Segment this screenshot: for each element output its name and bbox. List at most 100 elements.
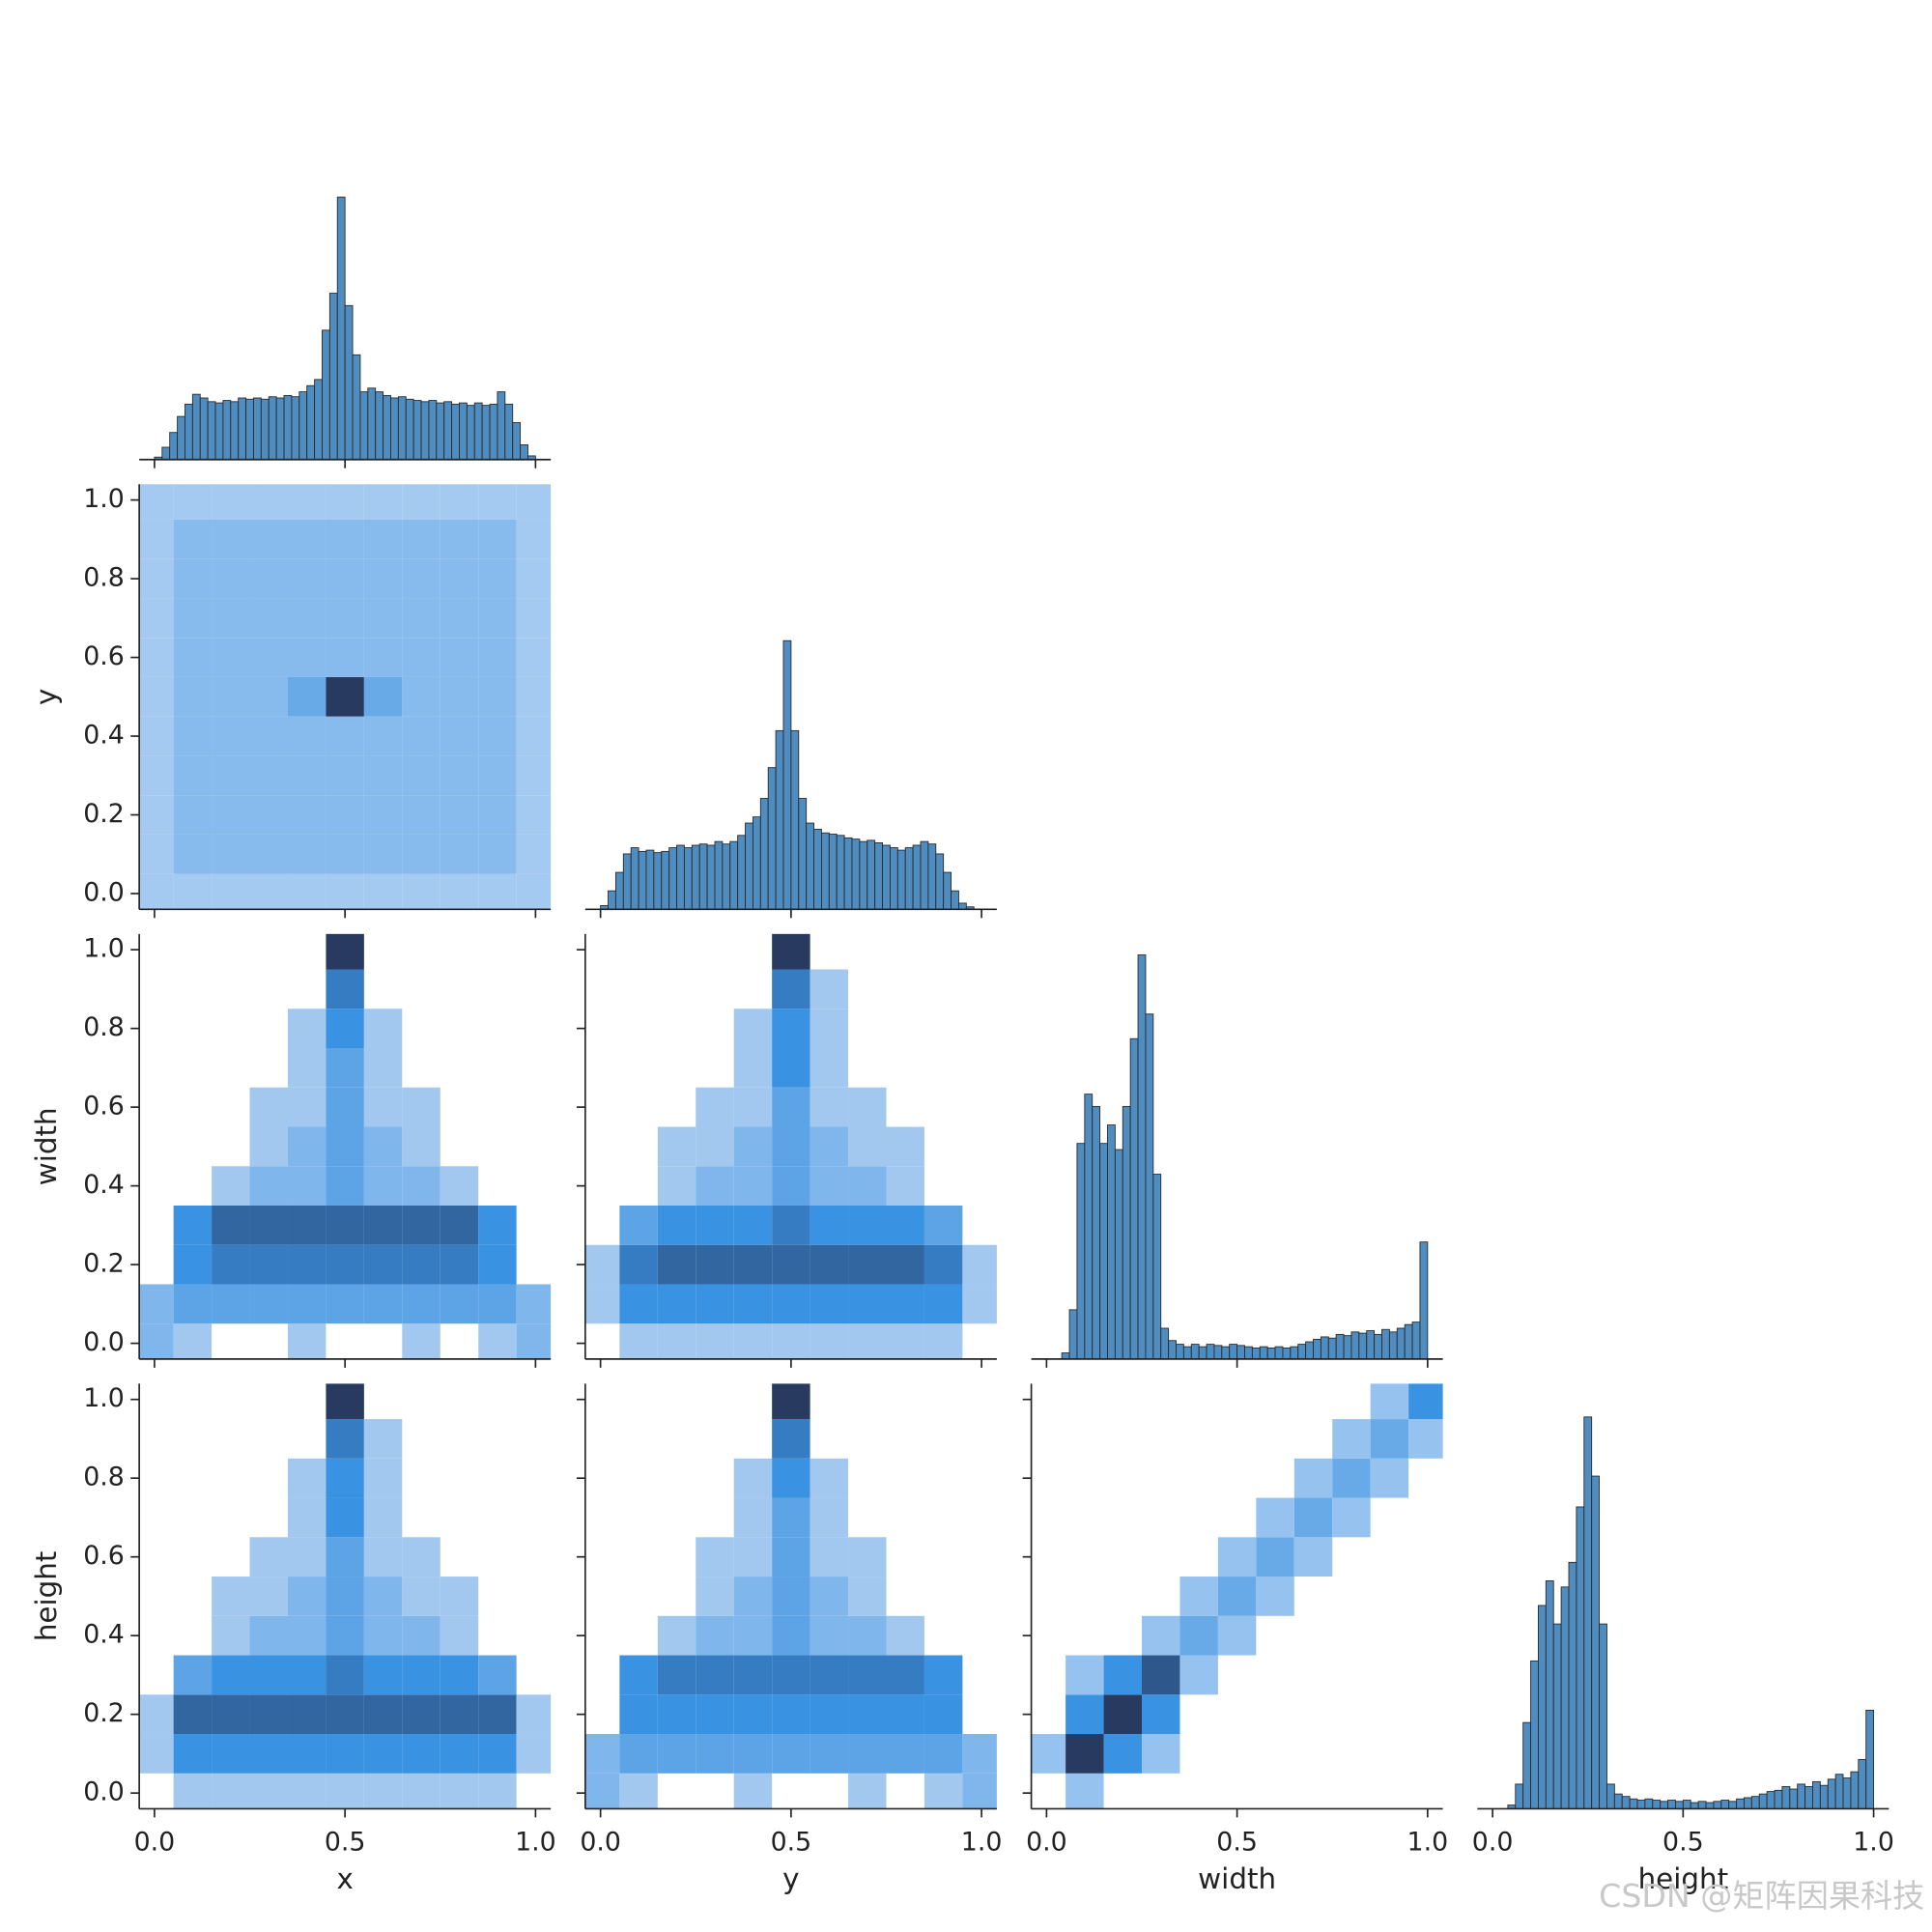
heat-cell [173, 676, 213, 717]
heat-cell [810, 1419, 848, 1459]
heat-cell [1142, 1774, 1179, 1809]
heat-cell [516, 1694, 552, 1735]
heat-cell [1371, 1537, 1408, 1577]
bar [161, 446, 171, 461]
heat-cell [886, 1205, 924, 1245]
heat-cell [363, 1577, 403, 1616]
heat-cell [249, 1694, 288, 1735]
heat-cell [772, 933, 810, 970]
heat-cell [733, 1537, 773, 1577]
heat-cell [173, 873, 213, 910]
heat-cell [326, 1047, 364, 1088]
heat-cell [478, 970, 516, 1009]
heat-cell [1141, 1655, 1180, 1695]
bar [390, 397, 399, 461]
heat-cell [619, 1734, 658, 1774]
heat-cell [363, 1244, 403, 1285]
heat-cell [287, 558, 327, 599]
heat-cell [440, 1048, 478, 1088]
heat-cell [924, 1088, 962, 1127]
bar [412, 400, 422, 461]
heat-cell [848, 1734, 887, 1774]
heat-cell [619, 970, 657, 1009]
bar [1374, 1333, 1382, 1360]
heat-cell [287, 1087, 327, 1127]
heat-cell [287, 598, 327, 639]
y-tick-label: 0.0 [83, 1777, 125, 1807]
heat-cell [326, 795, 364, 835]
heat-cell [1218, 1459, 1256, 1498]
heat-cell [517, 934, 552, 970]
heat-cell [886, 1009, 923, 1048]
y-tick-label: 0.8 [83, 563, 125, 593]
heat-cell [478, 1244, 517, 1285]
heat-cell [585, 1383, 620, 1419]
heat-cell [363, 1205, 403, 1245]
bar [352, 354, 361, 461]
heat-cell [658, 1048, 696, 1088]
heat-cell [810, 1009, 849, 1048]
heat-cell [402, 1419, 440, 1459]
bar [1515, 1783, 1524, 1809]
heat-cell [1370, 1383, 1409, 1420]
bar [268, 396, 277, 461]
heat-cell [440, 598, 479, 639]
heat-cell [1218, 1383, 1256, 1419]
heat-cell [249, 598, 288, 639]
heat-cell [1179, 1383, 1217, 1419]
heat-cell [1141, 1694, 1180, 1735]
bar [1320, 1336, 1329, 1360]
heat-cell [886, 1126, 924, 1167]
bar [1061, 1352, 1070, 1360]
heat-cell [772, 1458, 810, 1498]
heat-cell [1217, 1615, 1257, 1656]
y-tick-label: 1.0 [83, 484, 125, 514]
heat-cell [212, 795, 250, 835]
heat-cell [585, 1009, 620, 1048]
heat-cell [923, 1773, 963, 1809]
bar [851, 838, 861, 910]
bar [177, 415, 185, 461]
heat-cell [886, 1577, 923, 1616]
heat-cell [212, 484, 250, 520]
heat-cell [287, 676, 327, 717]
bar [1251, 1347, 1261, 1360]
heat-cell [772, 969, 810, 1009]
heat-cell [962, 1537, 997, 1577]
heat-cell [810, 1734, 849, 1774]
heat-cell [363, 1458, 403, 1498]
bar [497, 391, 506, 461]
heat-cell [326, 1244, 364, 1285]
y-tick-label: 0.8 [83, 1463, 125, 1492]
heat-cell [174, 1419, 212, 1459]
bar [806, 822, 814, 910]
heat-cell [1179, 1734, 1217, 1774]
heat-cell [402, 1244, 440, 1285]
heat-cell [288, 1383, 326, 1419]
bar [512, 422, 522, 461]
heat-cell [619, 1459, 657, 1498]
heat-cell [1032, 1459, 1066, 1498]
heat-cell [440, 795, 479, 835]
heat-cell [212, 1577, 250, 1616]
heat-cell [326, 1458, 364, 1498]
bar [298, 391, 308, 461]
heat-cell [478, 1498, 516, 1538]
heat-cell [924, 970, 962, 1009]
heat-cell [886, 1284, 924, 1324]
bar [1266, 1347, 1276, 1360]
heat-cell [287, 1497, 327, 1538]
heat-cell [1256, 1537, 1294, 1577]
heat-cell [440, 1459, 478, 1498]
bar [1713, 1801, 1722, 1809]
heat-cell [287, 1009, 327, 1048]
bar [1068, 1309, 1078, 1360]
heat-cell [326, 1577, 364, 1616]
heat-cell [733, 1655, 773, 1695]
heat-cell [1294, 1616, 1332, 1656]
heat-cell [1065, 1498, 1103, 1538]
heat-cell [174, 1088, 212, 1127]
heat-cell [139, 484, 174, 520]
heat-cell [326, 519, 364, 559]
bar [1804, 1786, 1813, 1809]
